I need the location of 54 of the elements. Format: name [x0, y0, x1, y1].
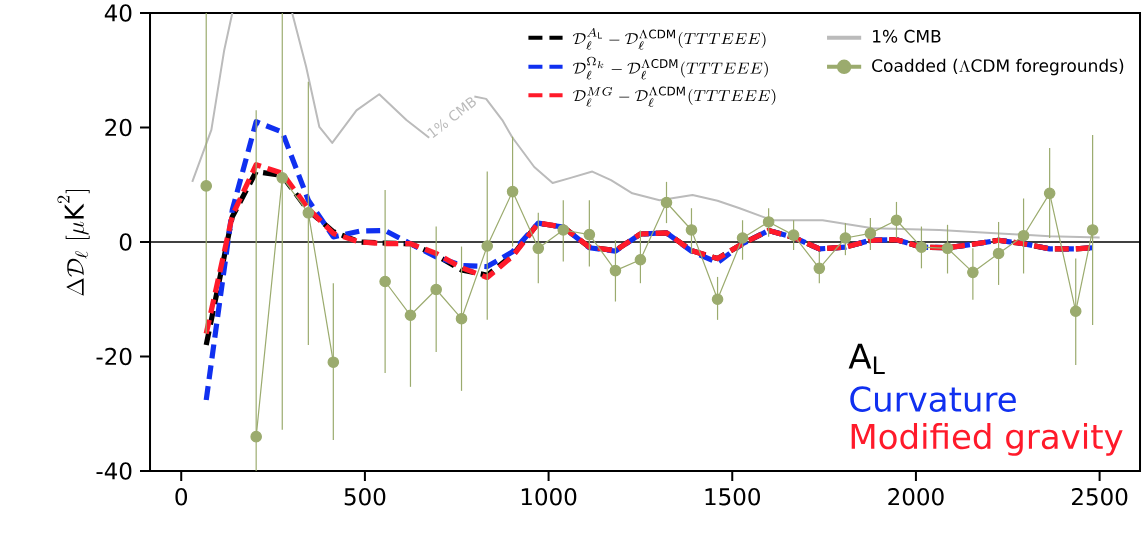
y-tick-label: -20: [96, 347, 132, 366]
point: [787, 229, 800, 241]
point: [506, 185, 519, 198]
x-tick-label: 0: [175, 488, 188, 506]
x-tick-label: 2500: [1072, 488, 1128, 506]
y-tick-label: 0: [119, 233, 132, 251]
point: [762, 216, 775, 228]
y-tick-label: -40: [96, 462, 132, 480]
point: [736, 232, 749, 244]
point: [276, 172, 289, 184]
x-tick-label: 2000: [888, 488, 944, 506]
y-axis-title: $\Delta\mathcal{D}_\ell\ [\mu\mathrm{K}^2]$: [57, 190, 90, 296]
x-tick-label: 1500: [705, 488, 760, 506]
point: [557, 224, 570, 236]
annotation: A$_{L}$: [848, 343, 885, 374]
legend-label: $\mathcal{D}_\ell^{MG} - \mathcal{D}_\ell^{\Lambda\mathrm{CDM}}(TTTEEE)$: [572, 86, 776, 107]
point: [302, 207, 315, 219]
legend-label: $\text{Coadded (}\Lambda\text{CDM foregrounds)}$: [872, 58, 1124, 76]
point: [839, 232, 852, 244]
point: [967, 266, 979, 279]
point: [1069, 305, 1082, 318]
point: [200, 180, 213, 192]
point: [813, 262, 826, 275]
x-tick-label: 1000: [521, 488, 577, 506]
point: [890, 214, 903, 227]
y-tick-label: 40: [104, 4, 132, 22]
legend-label: $\mathcal{D}_\ell^{A_\mathrm{L}} - \mathcal{D}_\ell^{\Lambda\mathrm{CDM}}(TTTEEE)$: [572, 27, 766, 50]
point: [1043, 187, 1056, 200]
point: [481, 240, 494, 252]
point: [915, 241, 928, 253]
legend-label: $\text{1\% CMB}$: [873, 29, 941, 43]
point: [660, 196, 673, 209]
point: [404, 309, 417, 322]
point: [250, 430, 262, 443]
annotation: Curvature: [850, 386, 1016, 412]
point: [711, 293, 724, 306]
point: [992, 247, 1005, 260]
point: [430, 283, 442, 296]
point: [379, 275, 391, 288]
point: [1086, 224, 1099, 236]
point: [583, 228, 596, 241]
y-tick-label: 20: [105, 118, 132, 137]
point: [634, 253, 647, 266]
point: [609, 264, 622, 277]
point: [532, 242, 545, 255]
point: [941, 242, 954, 255]
x-tick-label: 500: [344, 488, 386, 506]
point: [327, 356, 340, 369]
legend-label: $\mathcal{D}_\ell^{\Omega_k} - \mathcal{D}_\ell^{\Lambda\mathrm{CDM}}(TTTEEE)$: [572, 56, 768, 80]
point: [864, 227, 877, 240]
point: [685, 224, 698, 236]
point: [1017, 229, 1030, 242]
annotation: Modified gravity: [851, 422, 1123, 456]
point: [455, 312, 468, 325]
